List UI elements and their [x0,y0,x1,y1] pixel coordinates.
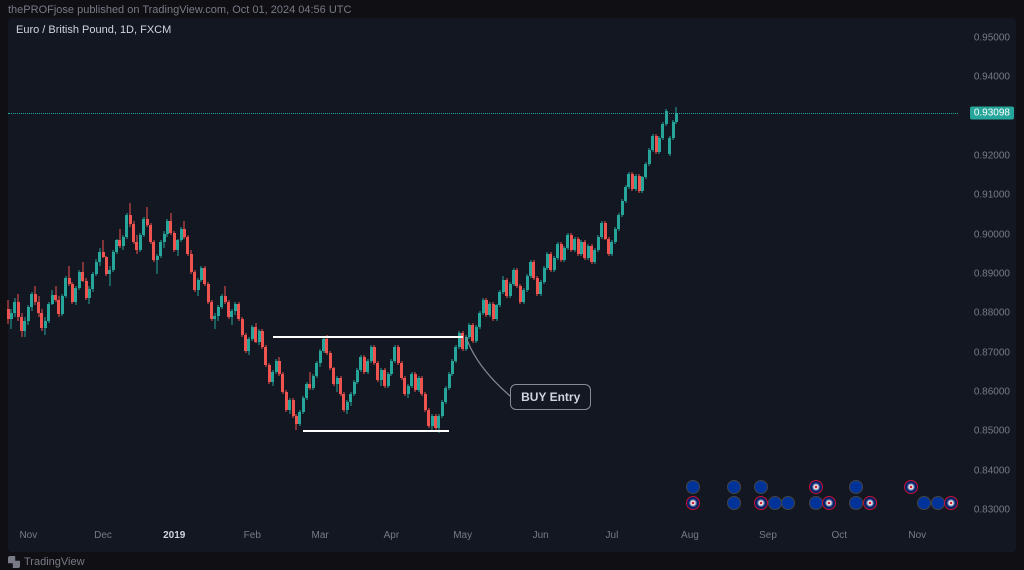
gb-flag-icon[interactable] [904,480,918,494]
plot-area[interactable]: BUY Entry [8,18,958,526]
y-tick-label: 0.90000 [974,229,1010,240]
buy-entry-callout: BUY Entry [510,384,591,410]
y-tick-label: 0.84000 [974,465,1010,476]
x-tick-label: Jun [533,530,549,541]
eu-flag-icon[interactable] [809,496,823,510]
x-axis[interactable]: Nov Dec 2019 Feb Mar Apr May Jun Jul Aug Sep Oct Nov [8,526,958,552]
gb-flag-icon[interactable] [809,480,823,494]
y-tick-label: 0.94000 [974,72,1010,83]
x-tick-label: Mar [312,530,329,541]
x-tick-label: Feb [244,530,261,541]
chart-container: Euro / British Pound, 1D, FXCM BUY Entry… [8,18,1016,552]
x-tick-label: Sep [759,530,777,541]
y-tick-label: 0.92000 [974,150,1010,161]
x-tick-label: Nov [19,530,37,541]
x-tick-label: Dec [94,530,112,541]
x-tick-label: Jul [606,530,619,541]
price-tag: 0.93098 [970,106,1014,119]
x-tick-label: 2019 [163,530,185,541]
y-tick-label: 0.85000 [974,426,1010,437]
y-tick-label: 0.91000 [974,190,1010,201]
y-tick-label: 0.95000 [974,32,1010,43]
y-tick-label: 0.83000 [974,505,1010,516]
x-tick-label: Apr [384,530,400,541]
y-tick-label: 0.88000 [974,308,1010,319]
footer-brand-label: TradingView [24,556,85,568]
publish-header: thePROFjose published on TradingView.com… [0,0,1024,16]
callout-connector [8,18,958,526]
symbol-label: Euro / British Pound, 1D, FXCM [16,24,171,36]
y-tick-label: 0.89000 [974,268,1010,279]
x-tick-label: May [453,530,472,541]
x-tick-label: Aug [681,530,699,541]
y-axis[interactable]: 0.95000 0.94000 0.93098 0.92000 0.91000 0.900… [958,18,1016,526]
y-tick-label: 0.87000 [974,347,1010,358]
tradingview-logo-icon [8,556,20,568]
footer-brand: TradingView [8,556,85,568]
x-tick-label: Nov [908,530,926,541]
y-tick-label: 0.86000 [974,387,1010,398]
x-tick-label: Oct [831,530,847,541]
